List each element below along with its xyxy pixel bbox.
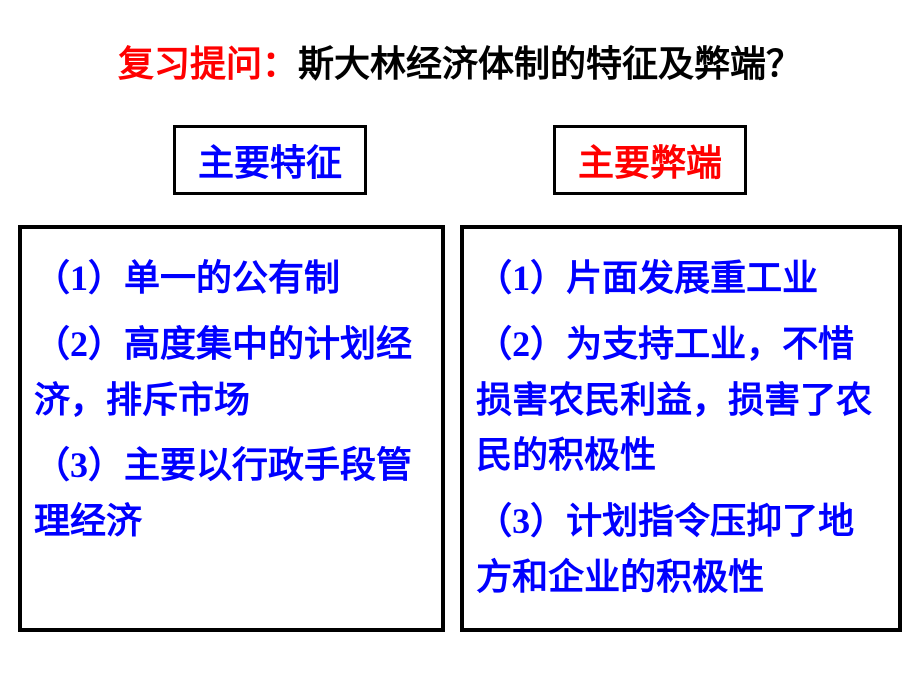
subtitle-drawbacks-box: 主要弊端	[553, 125, 747, 195]
feature-item-3: （3）主要以行政手段管理经济	[34, 438, 429, 550]
title-row: 复习提问：斯大林经济体制的特征及弊端？	[0, 0, 920, 87]
drawback-item-2: （2）为支持工业，不惜损害农民利益，损害了农民的积极性	[476, 317, 886, 484]
subtitle-features-box: 主要特征	[173, 125, 367, 195]
content-row: （1）单一的公有制 （2）高度集中的计划经济，排斥市场 （3）主要以行政手段管理…	[0, 225, 920, 632]
title-main: 斯大林经济体制的特征及弊端？	[298, 44, 802, 84]
drawbacks-content-box: （1）片面发展重工业 （2）为支持工业，不惜损害农民利益，损害了农民的积极性 （…	[460, 225, 902, 632]
drawback-item-3: （3）计划指令压抑了地方和企业的积极性	[476, 494, 886, 606]
feature-item-1: （1）单一的公有制	[34, 251, 429, 307]
subtitle-drawbacks-label: 主要弊端	[578, 143, 722, 183]
feature-item-2: （2）高度集中的计划经济，排斥市场	[34, 317, 429, 429]
features-content-box: （1）单一的公有制 （2）高度集中的计划经济，排斥市场 （3）主要以行政手段管理…	[18, 225, 445, 632]
title-prefix: 复习提问：	[118, 44, 298, 84]
subtitle-features-label: 主要特征	[198, 143, 342, 183]
drawback-item-1: （1）片面发展重工业	[476, 251, 886, 307]
subtitle-row: 主要特征 主要弊端	[0, 125, 920, 195]
